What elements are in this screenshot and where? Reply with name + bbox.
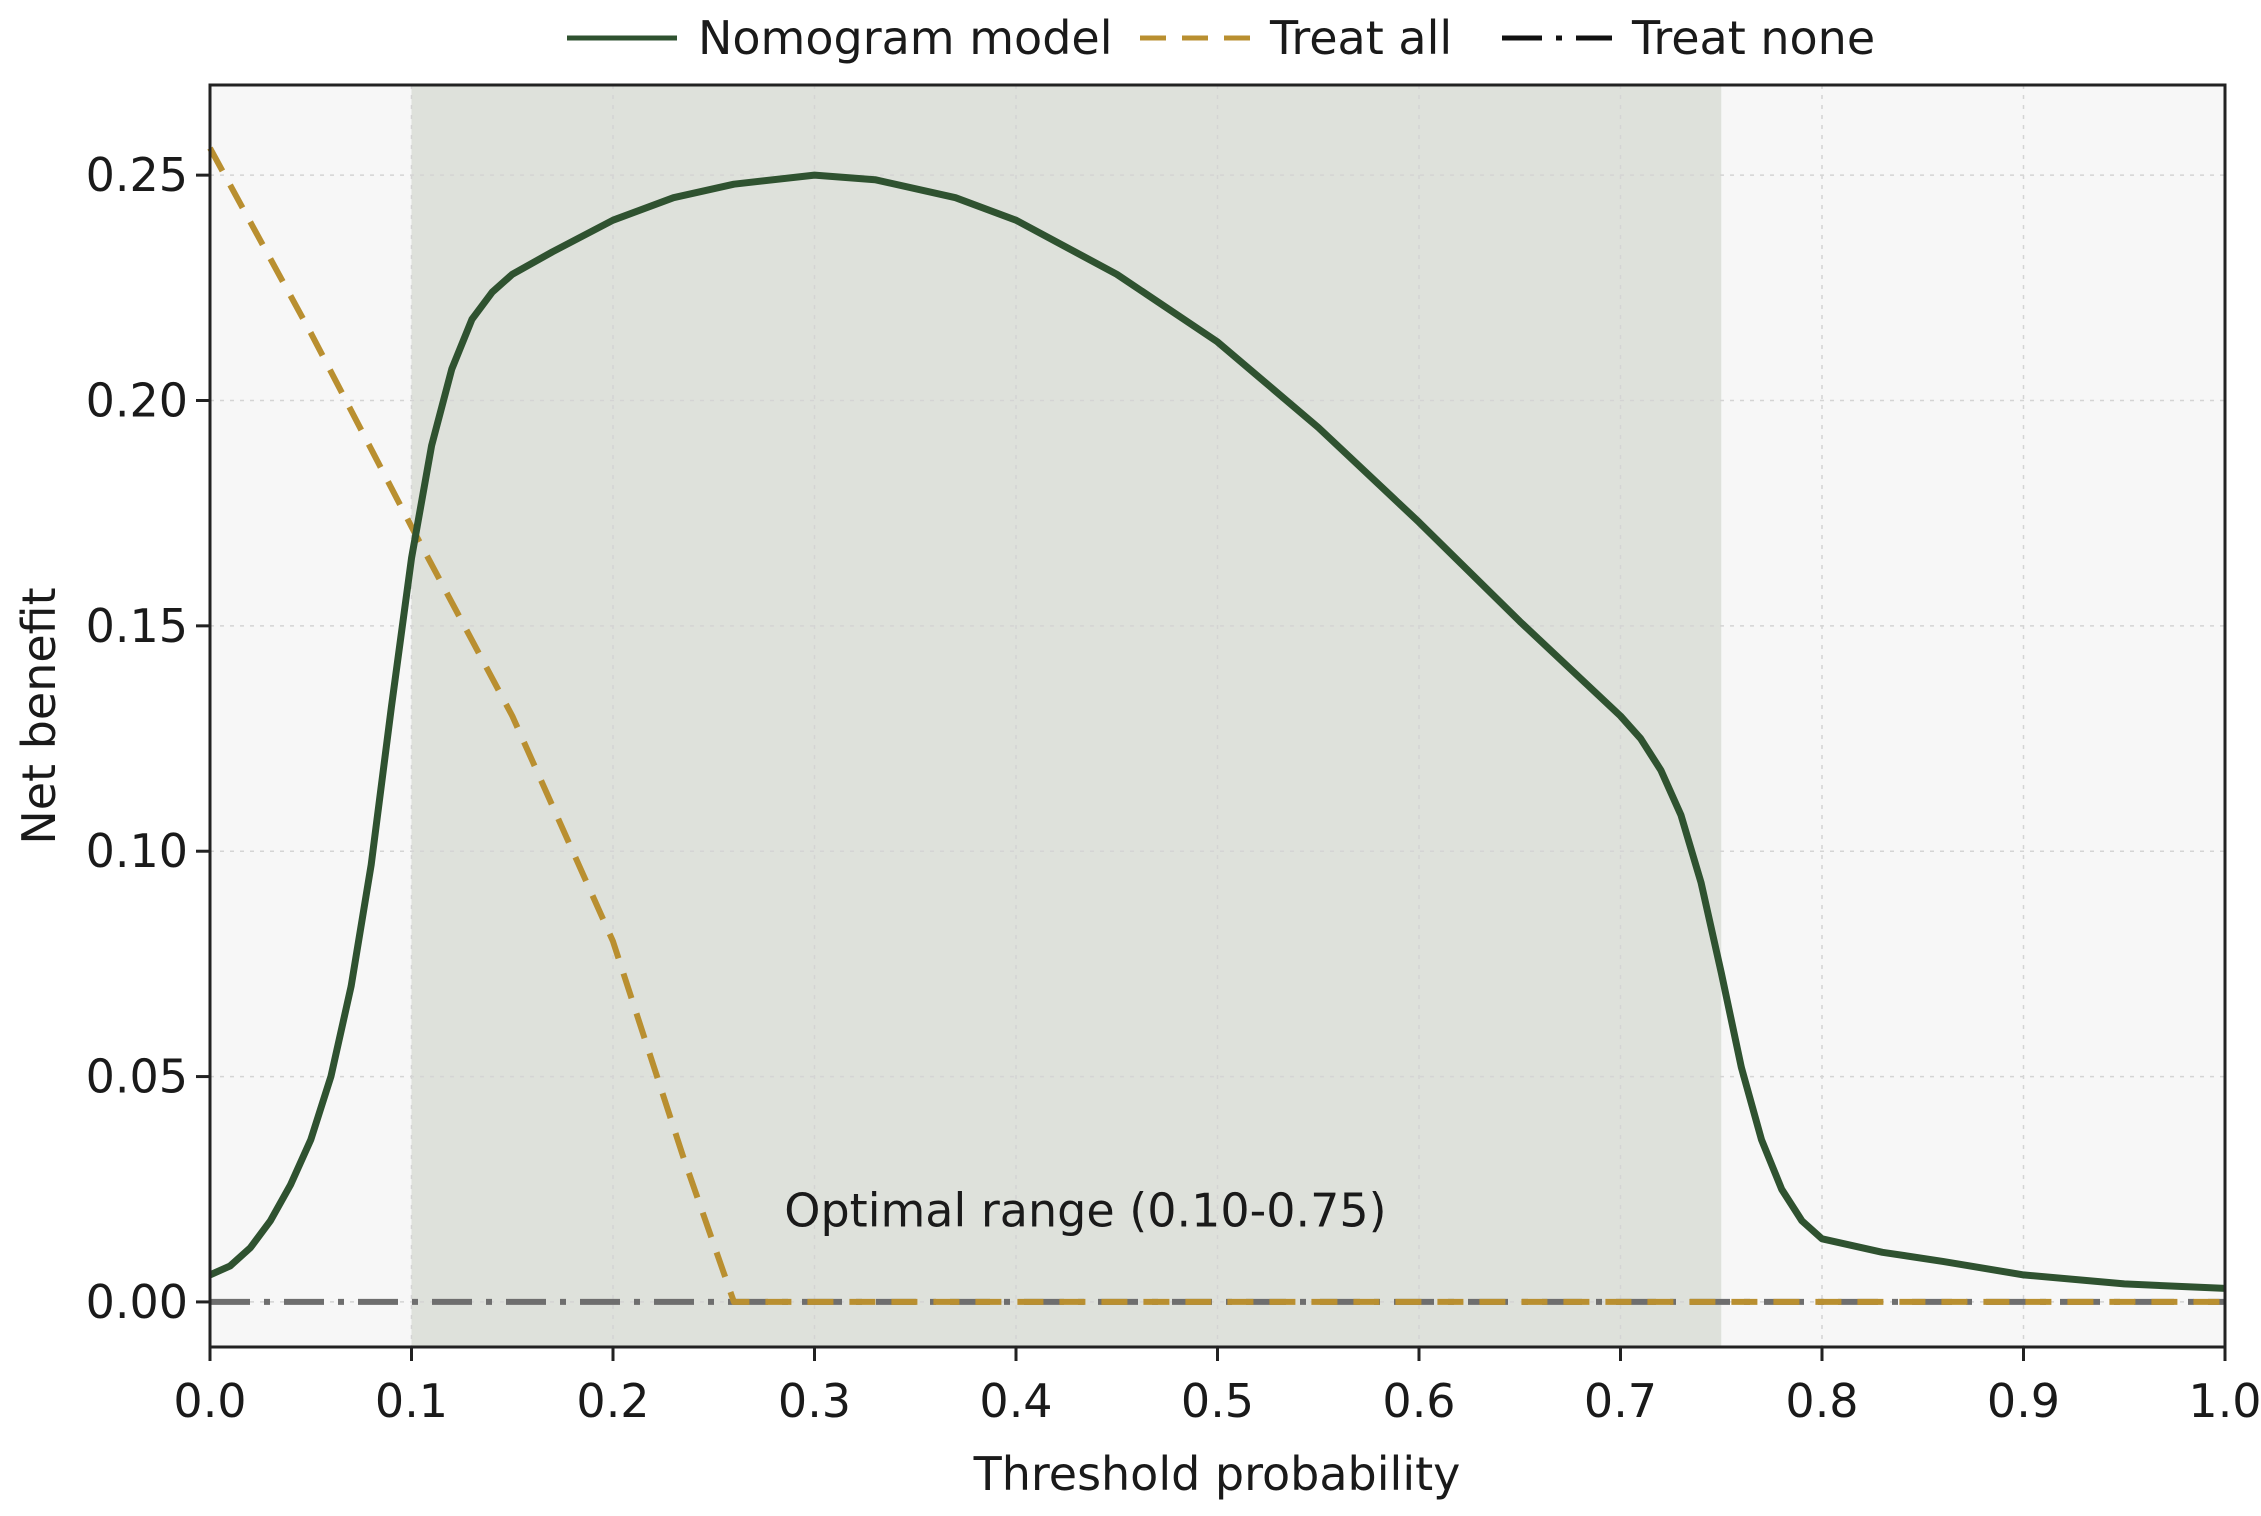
y-tick-label: 0.25 [86,148,188,202]
optimal-range-annotation: Optimal range (0.10-0.75) [784,1183,1386,1237]
y-tick-label: 0.15 [86,599,188,653]
legend-label-treat-all: Treat all [1269,11,1452,65]
series-layer [207,146,2226,1305]
x-tick-label: 0.1 [375,1374,448,1428]
series-line-nomogram-model [208,171,2226,1292]
y-tick-label: 0.00 [86,1275,188,1329]
x-tick-label: 0.7 [1584,1374,1657,1428]
y-axis-title: Net benefit [12,587,66,844]
series-line-treat-all [207,146,2225,1305]
optimal-range-shading [411,85,1722,1347]
x-tick-label: 0.2 [576,1374,649,1428]
y-tick-label: 0.20 [86,374,188,428]
legend-label-nomogram-model: Nomogram model [698,11,1112,65]
y-tick-label: 0.10 [86,824,188,878]
y-axis-ticks: 0.00 0.05 0.10 0.15 0.20 0.25 [86,148,210,1329]
x-tick-label: 0.5 [1181,1374,1254,1428]
legend: Nomogram model Treat all Treat none [567,11,1875,65]
legend-label-treat-none: Treat none [1631,11,1875,65]
x-tick-label: 0.4 [979,1374,1052,1428]
y-tick-label: 0.05 [86,1050,188,1104]
x-tick-label: 0.8 [1785,1374,1858,1428]
x-tick-label: 1.0 [2188,1374,2261,1428]
x-axis-title: Threshold probability [973,1447,1461,1501]
x-tick-label: 0.3 [778,1374,851,1428]
x-tick-label: 0.0 [173,1374,246,1428]
x-tick-label: 0.9 [1987,1374,2060,1428]
x-tick-label: 0.6 [1382,1374,1455,1428]
x-axis-ticks: 0.0 0.1 0.2 0.3 0.4 0.5 0.6 0.7 0.8 0.9 1.0 [173,1347,2261,1428]
